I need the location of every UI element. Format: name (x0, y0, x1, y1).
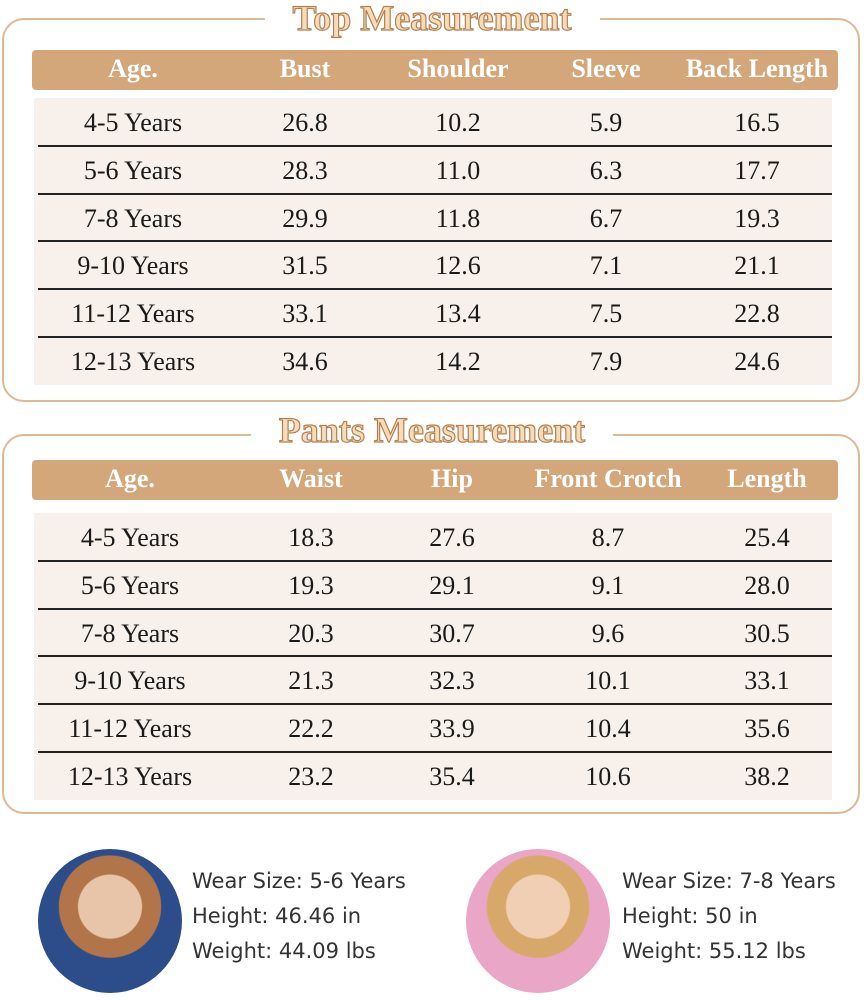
table-cell: 35.4 (429, 762, 475, 791)
table-cell: 10.2 (435, 108, 481, 137)
table-cell: 9.6 (591, 618, 625, 648)
table-cell: 17.7 (734, 155, 780, 185)
header-bar (32, 460, 838, 500)
model-photo (38, 849, 182, 993)
header-cell: Waist (279, 464, 343, 493)
table-cell: 9-10 Years (77, 251, 189, 281)
table-cell: 4-5 Years (83, 108, 183, 137)
row-separator (38, 144, 832, 147)
table-cell: 5.9 (589, 108, 623, 137)
header-cell: Hip (431, 464, 473, 493)
table-cell: 19.3 (734, 203, 780, 233)
row-separator (38, 240, 832, 243)
table-cell: 26.8 (282, 108, 328, 137)
table-cell: 10.1 (585, 666, 631, 696)
table-cell: 33.9 (429, 714, 475, 744)
table-cell: 12-13 Years (70, 347, 196, 376)
row-separator (38, 559, 832, 562)
table-cell: 7.9 (589, 347, 623, 376)
table-cell: 30.7 (429, 618, 475, 648)
model-info: Weight: 55.12 lbs (622, 939, 806, 963)
table-cell: 25.4 (744, 523, 790, 552)
header-cell: Back Length (685, 54, 829, 83)
model-info: Weight: 44.09 lbs (192, 939, 376, 963)
row-separator (38, 703, 832, 706)
model-info: Height: 46.46 in (192, 904, 362, 928)
row-separator (38, 288, 832, 291)
table-cell: 30.5 (744, 618, 790, 648)
header-cell: Age. (108, 54, 158, 83)
header-cell: Front Crotch (534, 464, 682, 493)
table-cell: 22.2 (288, 714, 334, 744)
table-cell: 4-5 Years (80, 523, 180, 552)
table-cell: 8.7 (591, 523, 625, 552)
table-cell: 7.5 (589, 299, 623, 329)
table-cell: 33.1 (744, 666, 790, 696)
top-title-text: Top Measurement (264, 0, 600, 39)
table-cell: 11.8 (435, 203, 481, 233)
table-cell: 28.3 (282, 155, 328, 185)
table-cell: 5-6 Years (83, 155, 183, 185)
table-cell: 7.1 (589, 251, 623, 281)
table-cell: 7-8 Years (83, 203, 183, 233)
table-cell: 12-13 Years (67, 762, 193, 791)
model-info: Height: 50 in (622, 904, 758, 928)
table-cell: 9-10 Years (74, 666, 186, 696)
pants-title: Pants Measurement (0, 409, 864, 451)
table-cell: 34.6 (282, 347, 328, 376)
model-info: Wear Size: 5-6 Years (192, 869, 406, 893)
header-cell: Length (727, 464, 807, 493)
table-cell: 7-8 Years (80, 618, 180, 648)
table-cell: 20.3 (288, 618, 334, 648)
table-cell: 32.3 (429, 666, 475, 696)
table-cell: 33.1 (282, 299, 328, 329)
table-cell: 29.1 (429, 570, 475, 600)
header-cell: Shoulder (407, 54, 509, 83)
table-cell: 19.3 (288, 570, 334, 600)
table-cell: 6.3 (589, 155, 623, 185)
table-cell: 31.5 (282, 251, 328, 281)
table-cell: 9.1 (591, 570, 625, 600)
table-cell: 28.0 (744, 570, 790, 600)
table-cell: 38.2 (744, 762, 790, 791)
model-photo (466, 849, 610, 993)
table-cell: 14.2 (435, 347, 481, 376)
model-info: Wear Size: 7-8 Years (622, 869, 836, 893)
header-bar (32, 50, 838, 90)
pants-title-text: Pants Measurement (250, 409, 614, 451)
table-cell: 16.5 (734, 108, 780, 137)
header-cell: Bust (279, 54, 331, 83)
header-cell: Sleeve (571, 54, 641, 83)
table-cell: 18.3 (288, 523, 334, 552)
table-cell: 21.1 (734, 251, 780, 281)
table-cell: 11-12 Years (71, 299, 195, 329)
top-title: Top Measurement (0, 0, 864, 39)
table-cell: 11-12 Years (68, 714, 192, 744)
table-cell: 21.3 (288, 666, 334, 696)
row-separator (38, 192, 832, 195)
table-cell: 6.7 (589, 203, 623, 233)
table-cell: 10.4 (585, 714, 631, 744)
table-cell: 29.9 (282, 203, 328, 233)
table-cell: 10.6 (585, 762, 631, 791)
row-separator (38, 655, 832, 658)
table-cell: 12.6 (435, 251, 481, 281)
table-cell: 5-6 Years (80, 570, 180, 600)
table-cell: 22.8 (734, 299, 780, 329)
row-separator (38, 607, 832, 610)
table-cell: 13.4 (435, 299, 481, 329)
header-cell: Age. (105, 464, 155, 493)
row-separator (38, 336, 832, 338)
table-cell: 23.2 (288, 762, 334, 791)
table-cell: 35.6 (744, 714, 790, 744)
table-cell: 27.6 (429, 523, 475, 552)
table-cell: 11.0 (435, 155, 481, 185)
table-cell: 24.6 (734, 347, 780, 376)
row-separator (38, 751, 832, 753)
